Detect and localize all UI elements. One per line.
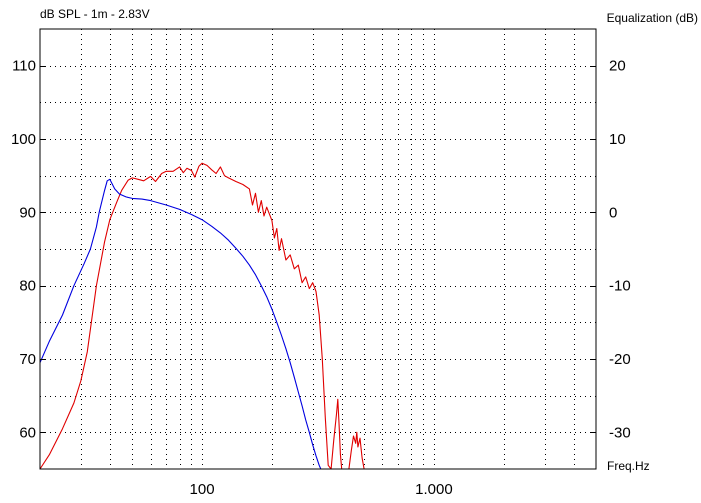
right-tick-label: -30	[609, 424, 631, 441]
x-tick-label: 1.000	[415, 481, 453, 498]
left-axis-title: dB SPL - 1m - 2.83V	[40, 7, 150, 21]
x-tick-label: 100	[190, 481, 215, 498]
plot-frame	[39, 28, 597, 470]
left-tick-label: 70	[19, 351, 36, 368]
series-group	[39, 162, 365, 470]
right-tick-label: -20	[609, 351, 631, 368]
left-tick-label: 80	[19, 278, 36, 295]
tick-labels: 60 70 80 90 100 110 -30 -20 -10 0 10 20 100 1.000	[11, 58, 631, 498]
series-line-1	[39, 162, 365, 470]
x-axis-title: Freq.Hz	[607, 459, 650, 473]
right-tick-label: 0	[609, 204, 617, 221]
left-tick-label: 110	[12, 58, 36, 75]
left-tick-label: 100	[11, 131, 36, 148]
plot-area-background	[40, 29, 596, 469]
right-axis-title: Equalization (dB)	[607, 11, 698, 25]
right-tick-label: 20	[609, 58, 626, 75]
right-tick-label: -10	[609, 278, 631, 295]
left-tick-label: 60	[19, 424, 36, 441]
grid	[40, 29, 596, 469]
right-tick-label: 10	[609, 131, 626, 148]
left-tick-label: 90	[19, 204, 36, 221]
series-line-2	[39, 178, 322, 470]
